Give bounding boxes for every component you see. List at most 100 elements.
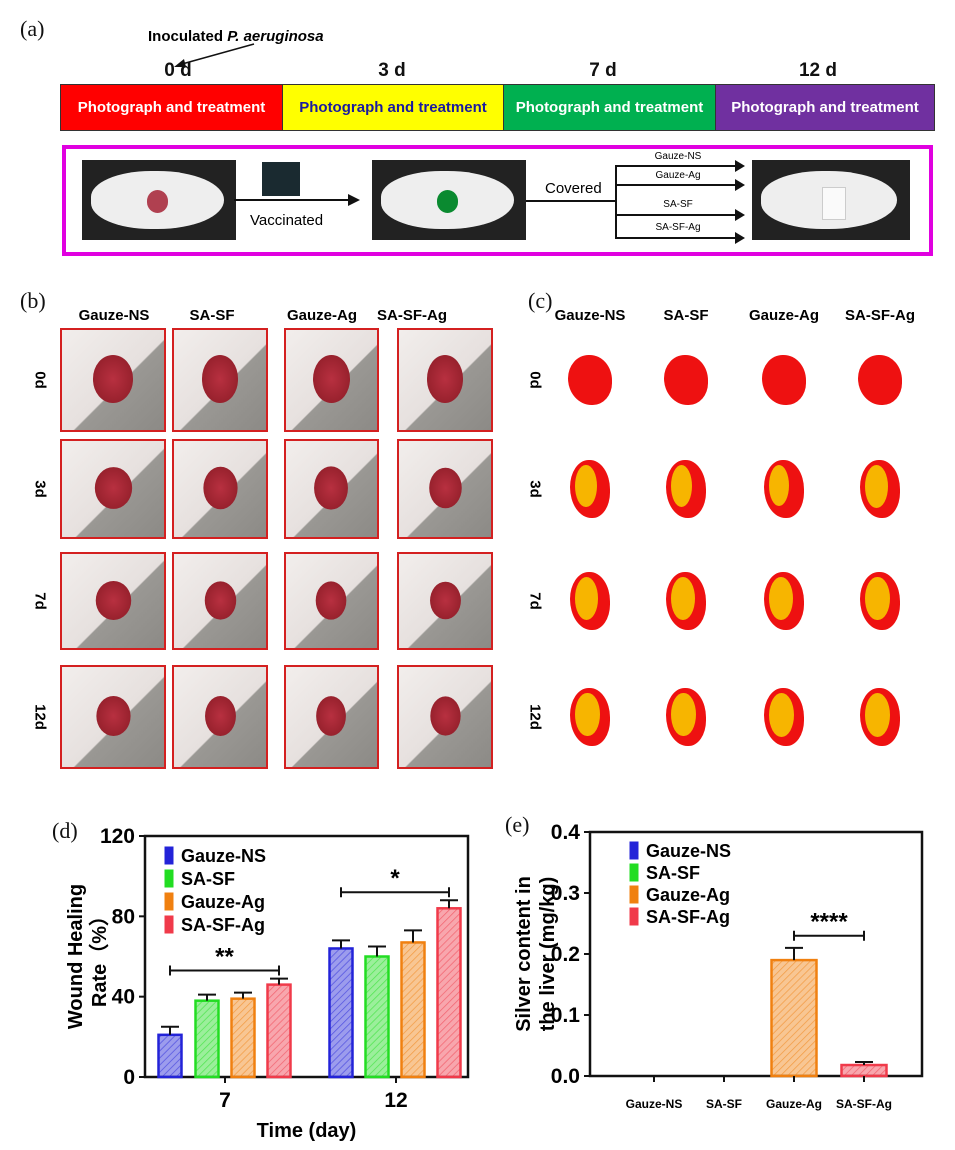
panel-c-label: (c) (528, 288, 553, 313)
bar-SA-SF-12 (364, 955, 390, 1079)
panel-b-label: (b) (20, 288, 46, 313)
column-header: SA-SF (189, 307, 235, 324)
column-header: Gauze-Ag (748, 307, 820, 324)
x-tick-label: Gauze-Ag (766, 1097, 822, 1111)
bar-SA-SF-7 (194, 999, 220, 1079)
row-label: 0d (31, 371, 49, 389)
arrow-icon (615, 209, 745, 221)
treatment-label: Gauze-NS (654, 151, 702, 162)
inoculated-text: Inoculated (148, 28, 228, 45)
wound-outline (666, 572, 706, 630)
error-bar (198, 993, 216, 1001)
bar-Gauze-Ag-12 (400, 941, 426, 1079)
error-bar (440, 899, 458, 909)
wound-photo (60, 439, 166, 539)
wound-outline (764, 572, 804, 630)
wound-photo (284, 552, 379, 650)
inoculation-arrow-icon (174, 43, 255, 67)
wound-outline (860, 460, 900, 518)
row-label: 3d (526, 480, 544, 498)
wound-outline (764, 688, 804, 746)
y-tick-label: 120 (100, 825, 135, 848)
column-header: SA-SF (663, 307, 709, 324)
x-axis-label: Time (day) (257, 1120, 357, 1142)
bar-Gauze-NS-7 (157, 1033, 183, 1079)
legend-swatch (164, 869, 174, 888)
wound-photo (60, 552, 166, 650)
mouse-photo-wounded (82, 160, 236, 240)
column-header: Gauze-NS (554, 307, 626, 324)
wound-healing-chart: 0 40 80 120 Wound Healing Rate（%） Time (day) 7 1… (65, 825, 470, 1142)
legend-swatch (164, 892, 174, 911)
treatment-label: SA-SF-Ag (655, 222, 701, 233)
bar-Gauze-Ag-Gauze-Ag (770, 958, 818, 1078)
wound-photo (172, 665, 268, 769)
significance-stars: **** (810, 909, 848, 936)
procedure-box (62, 145, 933, 256)
wound-outline (568, 355, 612, 405)
row-label: 7d (526, 592, 544, 610)
covered-label: Covered (545, 180, 602, 197)
y-axis-label: Wound Healing (65, 884, 87, 1029)
significance-stars: ** (215, 944, 234, 971)
wound-photo (172, 328, 268, 432)
y-tick-label: 0.1 (551, 1004, 581, 1027)
wound-outline (666, 688, 706, 746)
wound-photo (284, 439, 379, 539)
legend-label: SA-SF-Ag (646, 907, 730, 927)
legend-swatch (629, 907, 639, 926)
wound-photo (397, 665, 493, 769)
stage-12d: Photograph and treatment (715, 84, 935, 131)
significance-bracket (340, 887, 450, 898)
legend-label: Gauze-NS (646, 841, 731, 861)
arrow-icon (615, 232, 745, 244)
error-bar (785, 946, 803, 961)
row-label: 12d (31, 704, 49, 730)
stage-text: Photograph and treatment (299, 99, 487, 116)
significance-stars: * (390, 865, 400, 892)
panel-e-label: (e) (505, 812, 530, 837)
x-tick-label: 12 (384, 1089, 407, 1112)
wound-photo (172, 552, 268, 650)
arrow-icon (615, 179, 745, 191)
vaccinated-arrow-icon (234, 194, 360, 206)
column-header: Gauze-Ag (286, 307, 358, 324)
stage-text: Photograph and treatment (731, 99, 919, 116)
bar-Gauze-NS-12 (328, 947, 354, 1079)
significance-bracket (169, 965, 280, 976)
legend-label: Gauze-NS (181, 846, 266, 866)
legend-swatch (629, 841, 639, 860)
x-tick-label: Gauze-NS (626, 1097, 683, 1111)
legend-swatch (164, 915, 174, 934)
x-tick-label: SA-SF-Ag (836, 1097, 892, 1111)
wound-photo (397, 552, 493, 650)
vaccinated-label: Vaccinated (250, 212, 324, 229)
mouse-photo-dressed (752, 160, 910, 240)
error-bar (161, 1025, 179, 1035)
wound-photo (60, 328, 166, 432)
wound-photo (397, 328, 493, 432)
stage-7d: Photograph and treatment (503, 84, 716, 131)
treatment-label: Gauze-Ag (655, 170, 701, 181)
branch-trunk (615, 165, 617, 238)
wound-outline (664, 355, 708, 405)
x-tick-label: 7 (219, 1089, 231, 1112)
wound-outline (860, 572, 900, 630)
bacteria-image (262, 162, 300, 196)
y-axis-label: the liver (mg/kg) (537, 877, 559, 1031)
error-bar (855, 1060, 873, 1066)
error-bar (368, 945, 386, 957)
row-label: 12d (526, 704, 544, 730)
x-tick-label: SA-SF (706, 1097, 742, 1111)
wound-photo (284, 665, 379, 769)
y-tick-label: 0.4 (551, 821, 581, 844)
legend-swatch (629, 863, 639, 882)
wound-outline (570, 688, 610, 746)
legend-label: SA-SF (181, 869, 235, 889)
error-bar (234, 991, 252, 999)
arrow-icon (615, 160, 745, 172)
connector-line (526, 200, 616, 202)
stage-3d: Photograph and treatment (282, 84, 504, 131)
y-tick-label: 0.0 (551, 1065, 580, 1088)
